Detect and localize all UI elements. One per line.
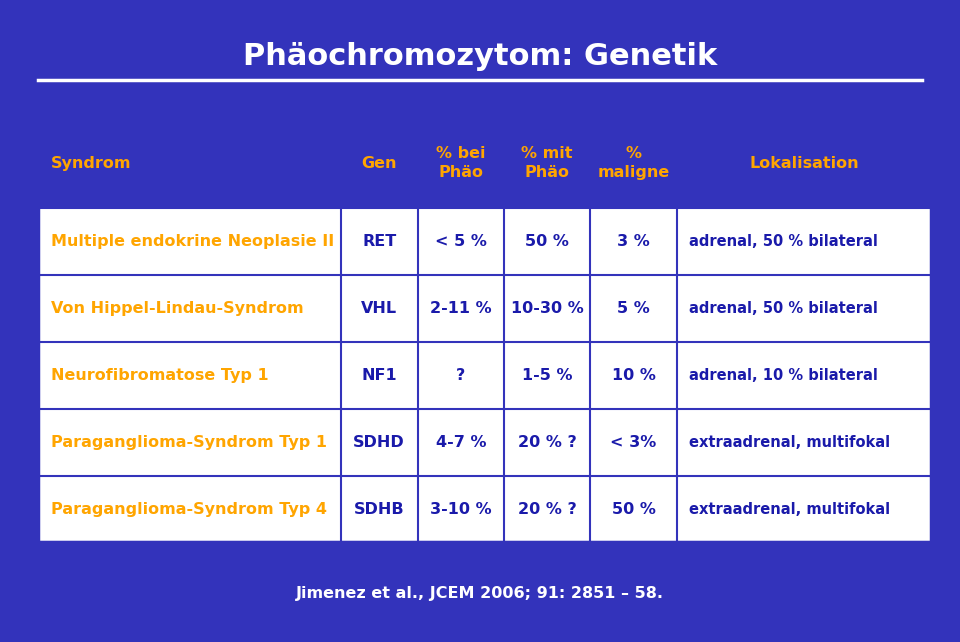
Text: 10 %: 10 % xyxy=(612,368,656,383)
Text: 3 %: 3 % xyxy=(617,234,650,248)
Text: extraadrenal, multifokal: extraadrenal, multifokal xyxy=(689,501,891,517)
Text: adrenal, 10 % bilateral: adrenal, 10 % bilateral xyxy=(689,368,878,383)
Text: Gen: Gen xyxy=(362,156,396,171)
Text: % bei
Phäo: % bei Phäo xyxy=(436,146,486,180)
Text: SDHB: SDHB xyxy=(354,501,404,517)
Text: Jimenez et al., JCEM 2006; 91: 2851 – 58.: Jimenez et al., JCEM 2006; 91: 2851 – 58… xyxy=(296,586,664,602)
Text: 1-5 %: 1-5 % xyxy=(522,368,572,383)
Text: ?: ? xyxy=(456,368,466,383)
Text: 3-10 %: 3-10 % xyxy=(430,501,492,517)
Text: < 5 %: < 5 % xyxy=(435,234,487,248)
Text: RET: RET xyxy=(362,234,396,248)
Text: adrenal, 50 % bilateral: adrenal, 50 % bilateral xyxy=(689,300,878,316)
Text: 10-30 %: 10-30 % xyxy=(511,300,584,316)
Text: 4-7 %: 4-7 % xyxy=(436,435,486,449)
Text: SDHD: SDHD xyxy=(353,435,405,449)
Text: Multiple endokrine Neoplasie II: Multiple endokrine Neoplasie II xyxy=(51,234,334,248)
Text: 20 % ?: 20 % ? xyxy=(517,435,577,449)
Text: adrenal, 50 % bilateral: adrenal, 50 % bilateral xyxy=(689,234,878,248)
Text: Phäochromozytom: Genetik: Phäochromozytom: Genetik xyxy=(243,42,717,71)
Text: 50 %: 50 % xyxy=(612,501,656,517)
Text: < 3%: < 3% xyxy=(611,435,657,449)
Text: Paraganglioma-Syndrom Typ 1: Paraganglioma-Syndrom Typ 1 xyxy=(51,435,326,449)
Text: Neurofibromatose Typ 1: Neurofibromatose Typ 1 xyxy=(51,368,269,383)
Text: Lokalisation: Lokalisation xyxy=(749,156,859,171)
Text: Paraganglioma-Syndrom Typ 4: Paraganglioma-Syndrom Typ 4 xyxy=(51,501,326,517)
Text: NF1: NF1 xyxy=(361,368,397,383)
Text: VHL: VHL xyxy=(361,300,397,316)
Text: 50 %: 50 % xyxy=(525,234,569,248)
Text: Syndrom: Syndrom xyxy=(51,156,132,171)
Text: 2-11 %: 2-11 % xyxy=(430,300,492,316)
Text: extraadrenal, multifokal: extraadrenal, multifokal xyxy=(689,435,891,449)
Text: % mit
Phäo: % mit Phäo xyxy=(521,146,573,180)
Text: 20 % ?: 20 % ? xyxy=(517,501,577,517)
Text: %
maligne: % maligne xyxy=(597,146,670,180)
Text: Von Hippel-Lindau-Syndrom: Von Hippel-Lindau-Syndrom xyxy=(51,300,303,316)
Text: 5 %: 5 % xyxy=(617,300,650,316)
